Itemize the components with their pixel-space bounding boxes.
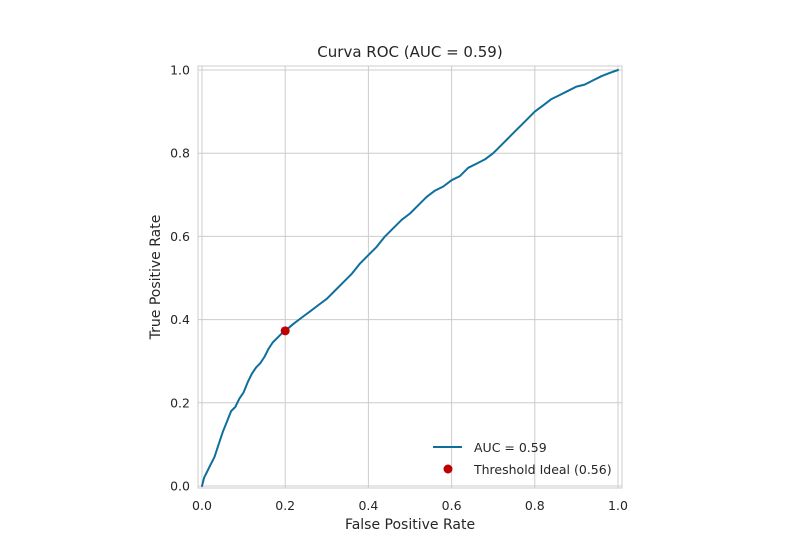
roc-curve-line bbox=[201, 69, 619, 487]
y-tick-label: 1.0 bbox=[170, 63, 190, 78]
plot-frame bbox=[197, 65, 623, 489]
x-axis-ticks: 0.0 0.2 0.4 0.6 0.8 1.0 bbox=[192, 498, 628, 513]
legend-marker-swatch bbox=[443, 464, 453, 474]
y-tick-label: 0.6 bbox=[170, 229, 190, 244]
x-tick-label: 0.8 bbox=[525, 498, 545, 513]
x-tick-label: 0.2 bbox=[275, 498, 295, 513]
y-tick-label: 0.0 bbox=[170, 479, 190, 494]
y-tick-label: 0.2 bbox=[170, 395, 190, 410]
legend-label-threshold: Threshold Ideal (0.56) bbox=[473, 462, 612, 477]
grid bbox=[198, 66, 622, 488]
y-axis-ticks: 0.0 0.2 0.4 0.6 0.8 1.0 bbox=[170, 63, 190, 494]
chart-title: Curva ROC (AUC = 0.59) bbox=[317, 43, 502, 61]
x-axis-label: False Positive Rate bbox=[345, 517, 475, 533]
plot-background bbox=[198, 66, 622, 488]
legend: AUC = 0.59 Threshold Ideal (0.56) bbox=[433, 440, 612, 477]
y-tick-label: 0.4 bbox=[170, 312, 190, 327]
series-points bbox=[280, 326, 290, 336]
y-tick-label: 0.8 bbox=[170, 146, 190, 161]
x-tick-label: 0.4 bbox=[358, 498, 378, 513]
legend-label-auc: AUC = 0.59 bbox=[474, 440, 547, 455]
x-tick-label: 1.0 bbox=[608, 498, 628, 513]
x-tick-label: 0.6 bbox=[442, 498, 462, 513]
threshold-point bbox=[280, 326, 290, 336]
series-lines bbox=[201, 69, 619, 487]
y-axis-label: True Positive Rate bbox=[148, 215, 164, 341]
x-tick-label: 0.0 bbox=[192, 498, 212, 513]
